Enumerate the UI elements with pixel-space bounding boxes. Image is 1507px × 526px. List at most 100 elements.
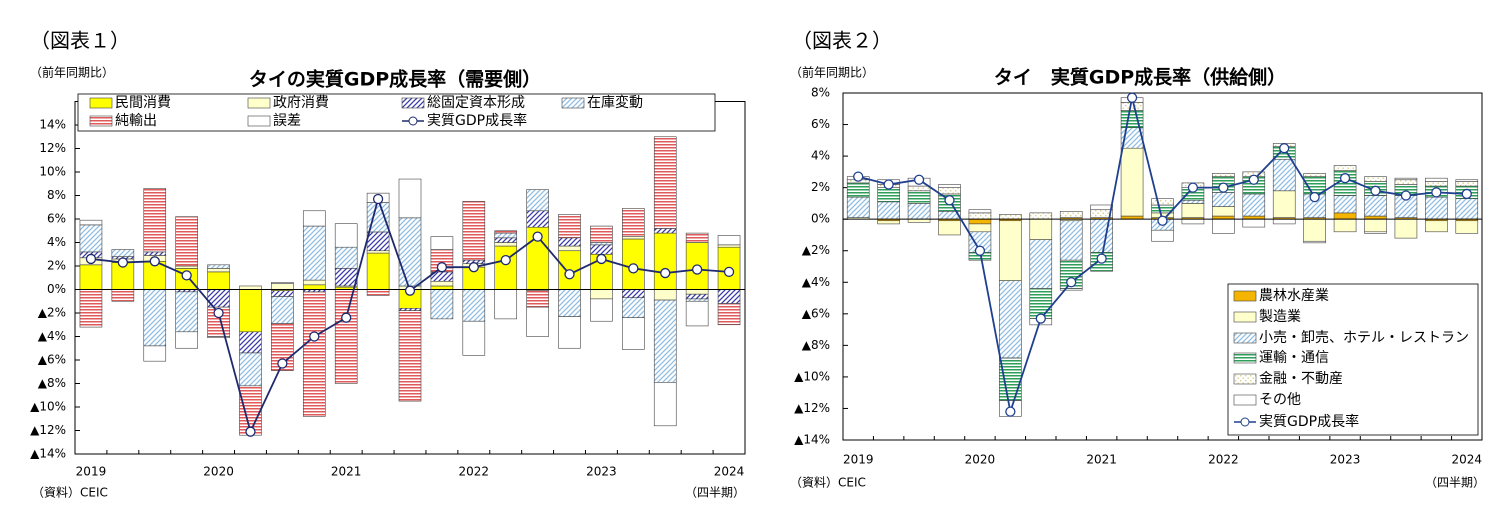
bar-segment <box>302 291 326 417</box>
bar-segment <box>1059 288 1083 291</box>
legend-label: 小売・卸売、ホテル・レストラン <box>1259 330 1469 346</box>
bar-segment <box>590 244 613 255</box>
legend-swatch <box>247 97 271 109</box>
y-tick-label: 10% <box>39 165 66 179</box>
bar-segment <box>877 201 900 220</box>
x-unit: （四半期） <box>685 486 745 500</box>
y-tick-label: ▲6% <box>802 306 830 320</box>
bar-segment <box>877 220 900 225</box>
bar-segment <box>302 225 326 281</box>
bar-segment <box>1090 218 1113 253</box>
bar-segment <box>1120 102 1144 111</box>
bar-segment <box>1455 220 1479 234</box>
bar-segment <box>1364 218 1387 233</box>
bar-segment <box>653 228 677 234</box>
line-point <box>309 331 320 342</box>
line-point <box>117 257 129 268</box>
x-tick-label: 2023 <box>586 465 617 479</box>
bar-segment <box>143 251 167 256</box>
line-point <box>944 195 955 206</box>
bar-segment <box>1212 206 1235 217</box>
line-point <box>85 253 97 265</box>
y-tick-label: 2% <box>47 259 66 273</box>
bar-segment <box>1425 220 1448 233</box>
bar-segment <box>271 290 294 297</box>
x-tick-label: 2023 <box>1330 453 1361 467</box>
bar-segment <box>398 178 422 219</box>
y-tick-label: 4% <box>811 149 830 163</box>
bar-segment <box>1059 220 1083 261</box>
bar-segment <box>430 285 454 290</box>
legend-label: 運輸・通信 <box>1259 350 1329 366</box>
bar-segment <box>430 289 454 320</box>
bar-segment <box>271 283 294 290</box>
bar-segment <box>462 201 486 261</box>
bar-segment <box>846 182 870 198</box>
y-tick-label: ▲12% <box>30 423 66 437</box>
bar-segment <box>430 280 454 287</box>
line-point <box>564 269 575 280</box>
bar-segment <box>1455 181 1479 187</box>
bar-segment <box>334 289 358 384</box>
chart: （図表１） （前年同期比） タイの実質GDP成長率（需要側） （資料）CEIC （四半期… <box>30 29 746 500</box>
y-tick-label: ▲6% <box>38 353 66 367</box>
bar-segment <box>1364 231 1387 234</box>
x-tick-label: 2019 <box>76 465 107 479</box>
bar-segment <box>1151 198 1174 206</box>
bar-segment <box>1425 177 1448 182</box>
line-point <box>436 262 448 273</box>
line-point <box>660 267 671 279</box>
bar-segment <box>1303 218 1326 242</box>
line-point <box>213 307 224 319</box>
bar-segment <box>590 298 613 322</box>
y-tick-label: 4% <box>47 235 66 249</box>
bar-segment <box>558 245 581 252</box>
bar-segment <box>590 242 613 246</box>
bar-segment <box>938 184 961 188</box>
bar-segment <box>907 190 931 204</box>
y-tick-label: 14% <box>39 118 66 132</box>
figure-label: （図表１） <box>30 29 130 53</box>
x-tick-label: 2022 <box>1208 453 1239 467</box>
bar-segment <box>494 232 518 239</box>
x-tick-label: 2019 <box>843 453 874 467</box>
bar-segment <box>366 252 390 290</box>
legend-swatch <box>401 97 425 109</box>
bar-segment <box>1090 204 1113 211</box>
bar-segment <box>334 246 358 269</box>
bar-segment <box>685 232 709 243</box>
legend-swatch <box>89 97 113 109</box>
bar-segment <box>558 237 581 247</box>
chart-title: タイの実質GDP成長率（需要側） <box>249 68 541 91</box>
bar-segment <box>1242 193 1266 217</box>
bar-segment <box>622 236 645 240</box>
bar-segment <box>558 289 581 317</box>
legend-label: その他 <box>1259 392 1301 408</box>
bar-segment <box>1333 212 1357 220</box>
bar-segment <box>653 382 677 427</box>
legend-label: 金融・不動産 <box>1259 371 1343 387</box>
line-point <box>1187 182 1199 193</box>
legend-swatch <box>1233 373 1257 385</box>
bar-segment <box>143 289 167 347</box>
bar-segment <box>494 245 518 290</box>
bar-segment <box>653 232 677 290</box>
y-tick-label: ▲4% <box>38 329 66 343</box>
legend-label: 政府消費 <box>273 95 329 111</box>
legend-label: 純輸出 <box>115 113 157 129</box>
line-point <box>1218 182 1229 193</box>
bar-segment <box>1120 110 1144 128</box>
line-point <box>372 193 384 205</box>
line-point <box>1066 277 1077 288</box>
line-point <box>1035 313 1046 324</box>
bar-segment <box>462 320 486 356</box>
line-point <box>723 266 735 278</box>
y-tick-label: ▲2% <box>38 306 66 320</box>
bar-segment <box>1455 179 1479 182</box>
bar-segment <box>143 345 167 362</box>
bar-segment <box>143 188 167 253</box>
bar-segment <box>1272 158 1296 192</box>
line-point <box>1309 191 1320 203</box>
figure-label: （図表２） <box>792 29 892 53</box>
x-tick-label: 2022 <box>459 465 490 479</box>
